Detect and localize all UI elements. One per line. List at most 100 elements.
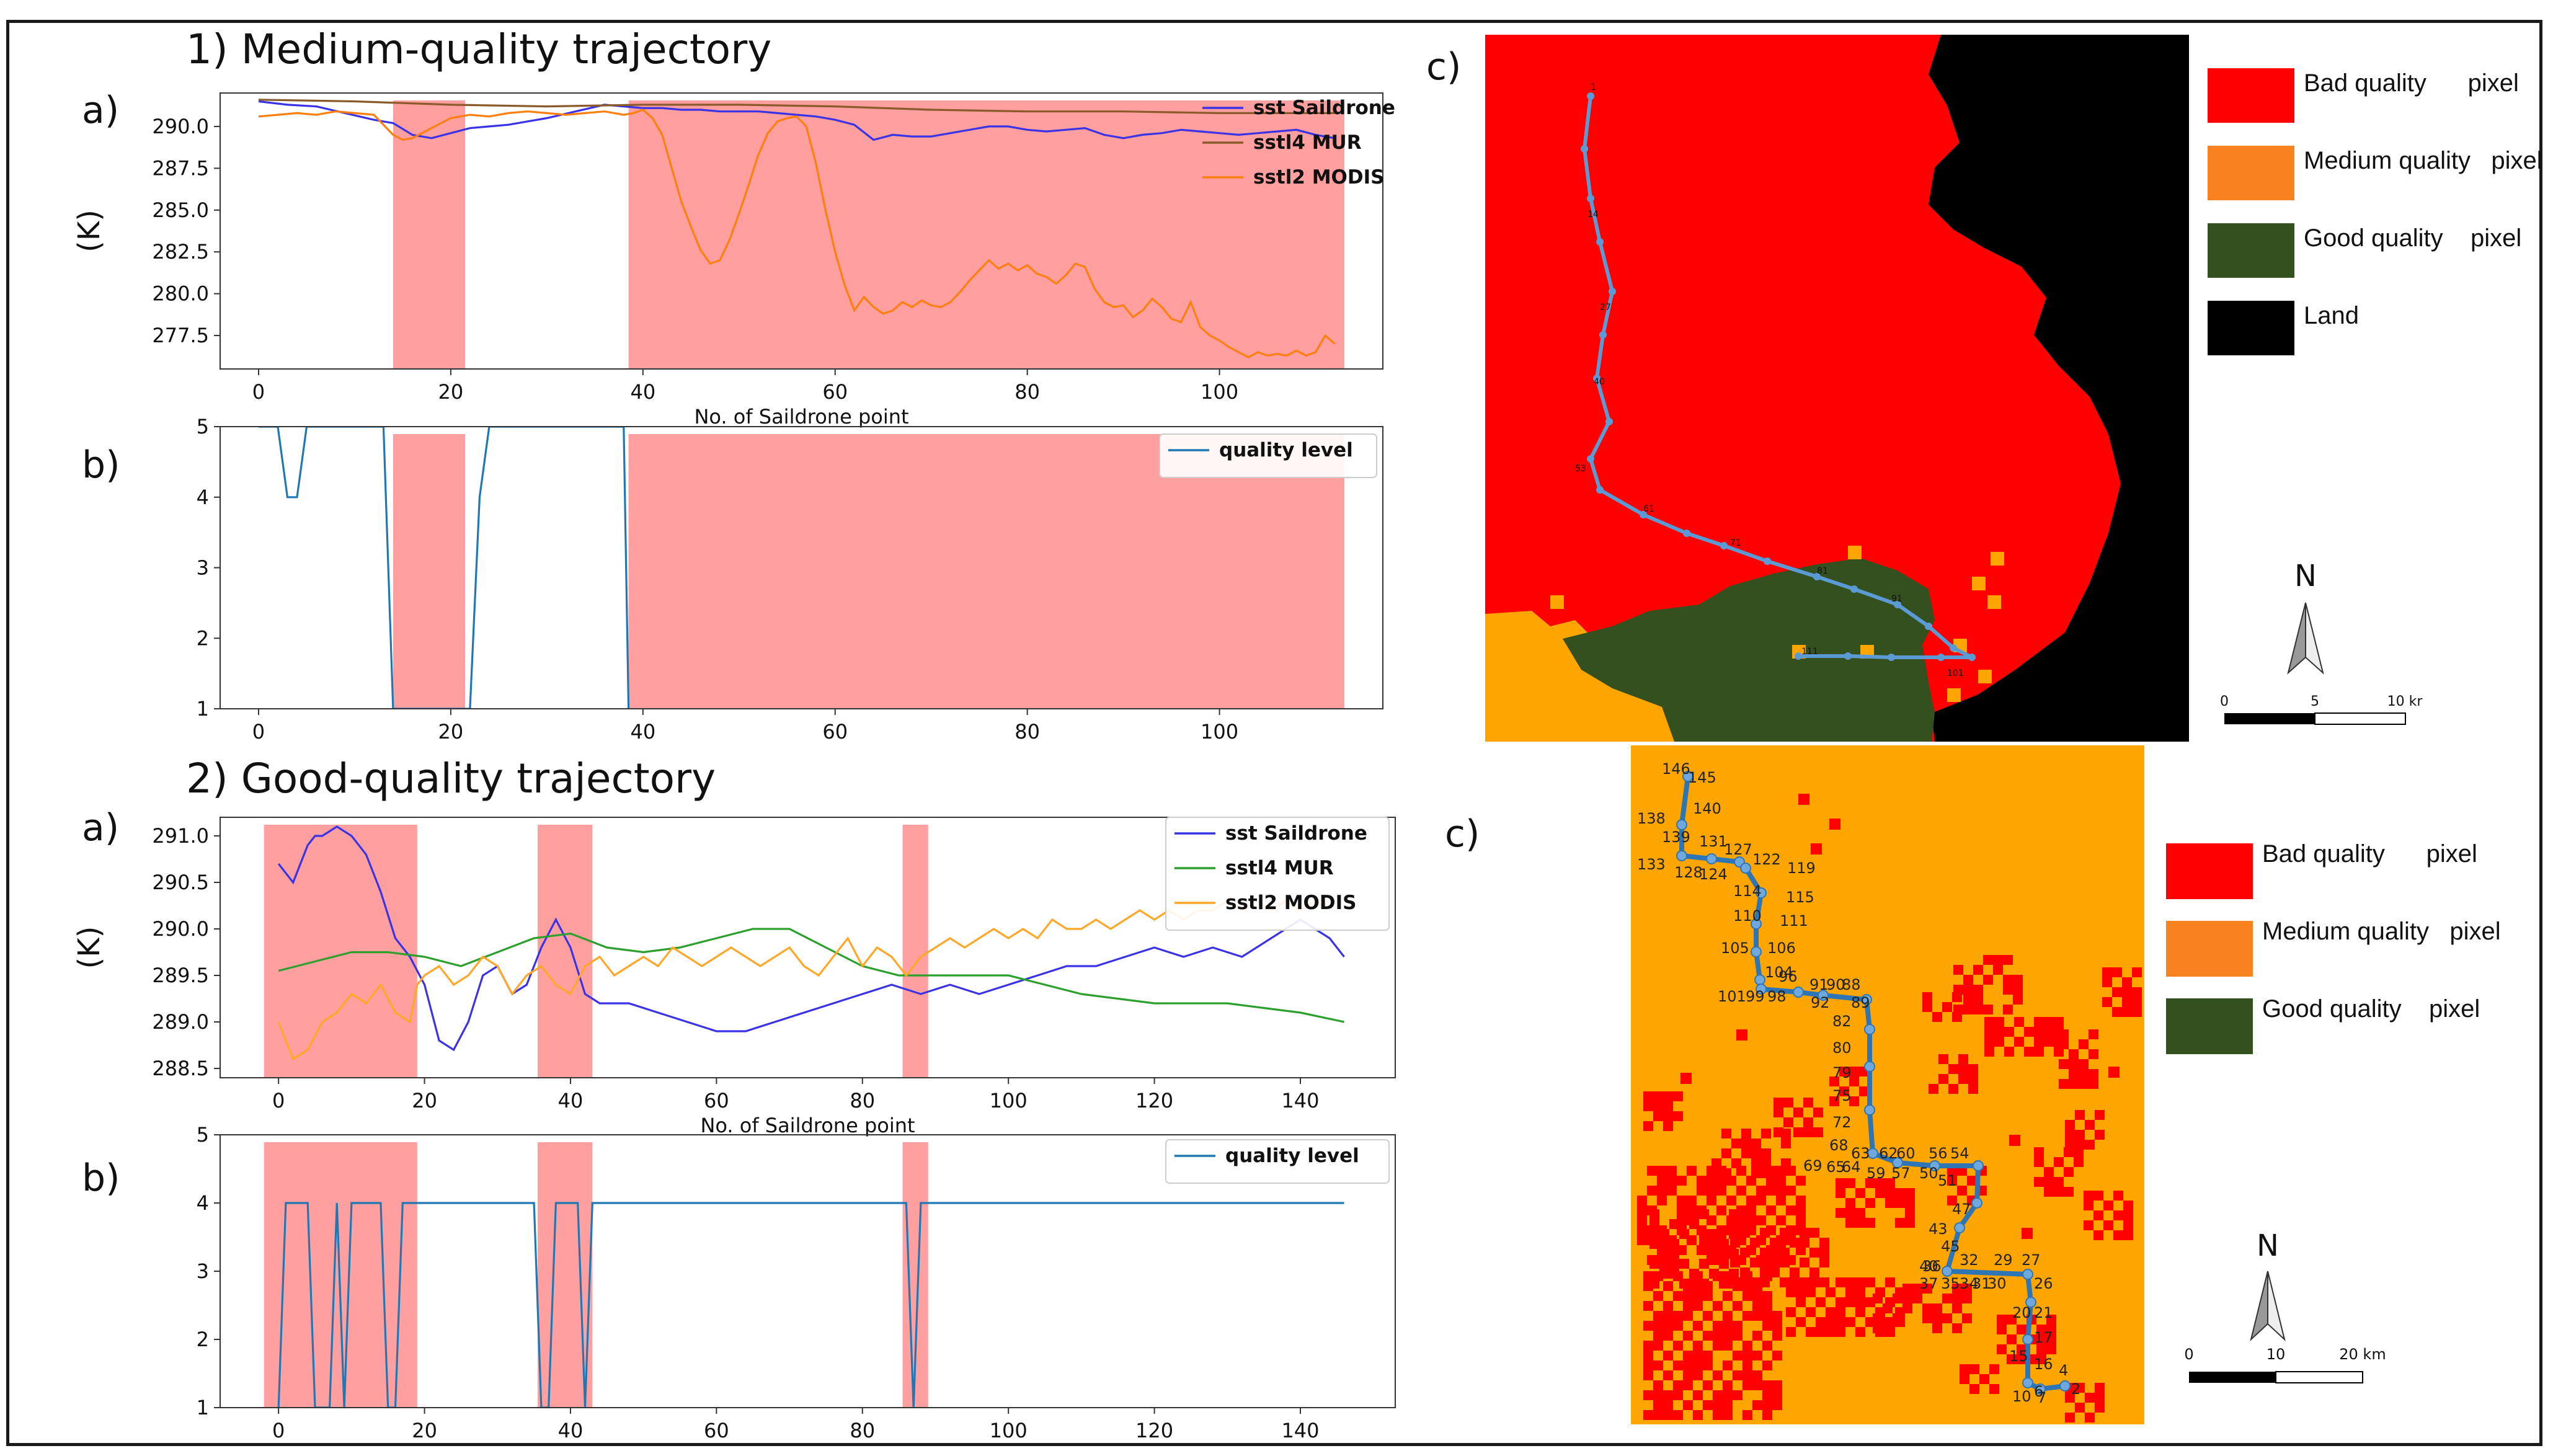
bad-pixel — [2034, 1037, 2044, 1047]
bad-pixel — [1873, 1323, 1883, 1333]
route-label: 96 — [1778, 968, 1798, 985]
bad-pixel — [1730, 1228, 1740, 1238]
bad-pixel — [2069, 1059, 2079, 1069]
route-label: 40 — [1594, 377, 1605, 387]
legend-label: quality level — [1225, 1145, 1359, 1167]
bad-pixel — [1681, 1073, 1692, 1084]
bad-pixel — [1723, 1400, 1733, 1410]
bad-pixel — [1663, 1101, 1673, 1111]
bad-pixel — [1811, 843, 1822, 855]
bad-pixel — [1741, 1148, 1751, 1158]
bad-pixel — [1806, 1287, 1816, 1297]
bad-pixel — [1643, 1301, 1653, 1311]
bad-pixel — [1809, 1248, 1819, 1258]
bad-pixel — [1723, 1380, 1733, 1390]
bad-pixel — [1719, 1279, 1729, 1289]
bad-pixel — [1663, 1331, 1673, 1341]
bad-pixel — [1963, 995, 1973, 1005]
y-tick-label: 290.5 — [152, 871, 209, 894]
bad-pixel — [1793, 1127, 1803, 1137]
bad-pixel — [1743, 1410, 1752, 1420]
bad-pixel — [1855, 1277, 1865, 1287]
bad-pixel — [1855, 1307, 1865, 1317]
y-tick-label: 280.0 — [152, 282, 209, 306]
bad-pixel — [1772, 1321, 1782, 1331]
route-point — [1929, 1160, 1940, 1171]
route-label: 4 — [2059, 1362, 2068, 1379]
bad-pixel — [1948, 1084, 1958, 1094]
scale-bar-light — [2314, 712, 2406, 725]
bad-pixel — [1756, 1196, 1766, 1205]
bad-pixel — [1786, 1287, 1796, 1297]
bad-pixel — [1774, 1127, 1783, 1137]
route-point — [1861, 994, 1872, 1005]
bad-pixel — [2113, 1210, 2123, 1220]
section1-title: 1) Medium-quality trajectory — [186, 25, 771, 73]
route-point — [1954, 1222, 1965, 1233]
north-arrow-icon — [2305, 602, 2324, 675]
bad-pixel — [1673, 1291, 1683, 1301]
medium-pixel — [1848, 546, 1862, 559]
legend: sst Saildrone sstl4 MUR sstl2 MODIS — [1202, 97, 1395, 189]
bad-pixel — [1707, 1186, 1716, 1196]
route-label: 62 — [1879, 1145, 1898, 1162]
route-point — [1596, 486, 1604, 494]
bad-pixel — [1993, 965, 2003, 975]
bad-pixel — [2079, 1079, 2089, 1089]
bad-pixel — [1716, 1205, 1726, 1215]
route-label: 29 — [1994, 1251, 2013, 1269]
bad-pixel — [1796, 1277, 1806, 1287]
bad-pixel — [1958, 1074, 1968, 1084]
bad-pixel — [1855, 1188, 1865, 1198]
route-point — [1676, 819, 1687, 830]
bad-pixel — [1994, 1027, 2004, 1037]
figure-frame — [6, 20, 2542, 1446]
bad-pixel — [1786, 1327, 1796, 1337]
bad-pixel — [2084, 1220, 2093, 1230]
bad-pixel — [1774, 1108, 1783, 1117]
bad-pixel — [1836, 1178, 1845, 1188]
north-label: N — [2257, 1228, 2279, 1263]
bad-pixel — [2123, 1201, 2133, 1210]
bad-pixel — [2064, 1167, 2074, 1177]
route-label: 68 — [1829, 1137, 1849, 1154]
bad-pixel — [1673, 1111, 1683, 1121]
route-point — [1609, 288, 1616, 295]
y-tick-label: 289.5 — [152, 964, 209, 987]
x-tick-label: 80 — [850, 1089, 875, 1112]
bad-pixel — [1947, 1196, 1957, 1205]
bad-pixel — [2014, 1037, 2024, 1047]
bad-pixel — [2004, 1047, 2014, 1057]
bad-pixel — [1677, 1196, 1687, 1205]
bad-pixel — [1885, 1277, 1895, 1287]
x-tick-label: 100 — [1201, 720, 1238, 744]
bad-pixel — [2079, 1039, 2089, 1049]
bad-pixel — [1723, 1331, 1733, 1341]
scale-label: 10 — [2267, 1346, 2286, 1363]
bad-pixel — [1885, 1178, 1895, 1188]
section2-title: 2) Good-quality trajectory — [186, 755, 716, 802]
bad-pixel — [1663, 1301, 1673, 1311]
route-point — [1795, 652, 1802, 660]
bad-pixel — [1893, 1313, 1903, 1323]
bad-pixel — [1762, 1410, 1772, 1420]
bad-pixel — [1709, 1269, 1719, 1279]
bad-pixel — [1984, 1017, 1994, 1027]
bad-pixel — [1873, 1313, 1883, 1323]
bad-pixel — [1929, 1084, 1938, 1094]
route-point — [1682, 771, 1694, 782]
bad-pixel — [2075, 1403, 2085, 1413]
bad-pixel — [1751, 1158, 1761, 1168]
north-arrow-icon — [2287, 602, 2306, 675]
legend-label: Medium quality pixel — [2304, 147, 2542, 174]
medium-pixel — [1513, 645, 1527, 659]
bad-pixel — [1663, 1311, 1673, 1321]
bad-pixel — [1969, 1384, 1979, 1394]
bad-pixel — [1973, 995, 1983, 1005]
bad-pixel — [1703, 1351, 1713, 1361]
bad-pixel — [1855, 1327, 1865, 1337]
bad-pixel — [2085, 1120, 2095, 1130]
bad-pixel — [1962, 1294, 1972, 1303]
bad-pixel — [1793, 1108, 1803, 1117]
bad-pixel — [1800, 1238, 1809, 1248]
